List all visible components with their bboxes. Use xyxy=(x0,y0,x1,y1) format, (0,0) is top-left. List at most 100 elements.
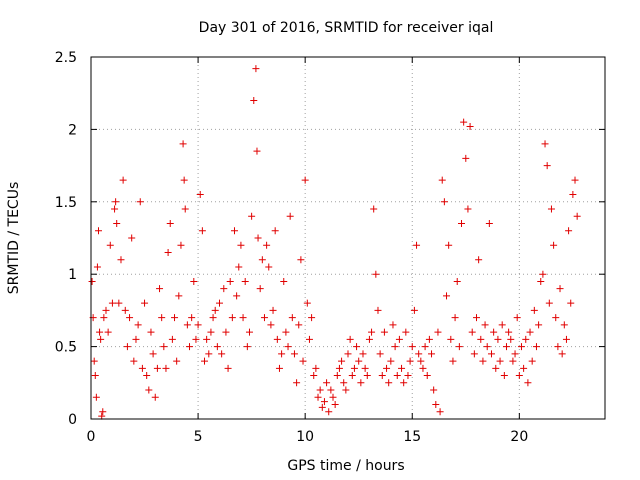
data-point xyxy=(320,398,328,406)
data-point xyxy=(346,335,354,343)
data-point xyxy=(299,357,307,365)
y-tick-label: 0.5 xyxy=(55,340,77,356)
data-point xyxy=(112,198,120,206)
data-point xyxy=(329,393,337,401)
data-point xyxy=(331,401,339,409)
data-point xyxy=(263,241,271,249)
data-point xyxy=(443,292,451,300)
plot-frame xyxy=(90,56,606,420)
data-point xyxy=(224,364,232,372)
data-point xyxy=(402,328,410,336)
x-tick-label: 0 xyxy=(87,429,96,445)
data-point xyxy=(558,350,566,358)
data-point xyxy=(481,321,489,329)
data-point xyxy=(314,393,322,401)
data-point xyxy=(460,118,468,126)
data-point xyxy=(213,343,221,351)
data-point xyxy=(230,227,238,235)
data-point xyxy=(500,372,508,380)
data-point xyxy=(374,306,382,314)
data-point xyxy=(438,176,446,184)
data-point xyxy=(532,343,540,351)
data-point xyxy=(260,314,268,322)
y-tick-label: 2 xyxy=(68,122,77,138)
data-point xyxy=(541,140,549,148)
data-point xyxy=(310,372,318,380)
data-point xyxy=(143,372,151,380)
data-point xyxy=(498,321,506,329)
data-point xyxy=(494,335,502,343)
data-point xyxy=(271,227,279,235)
data-point xyxy=(417,357,425,365)
data-point xyxy=(391,343,399,351)
data-point xyxy=(505,328,513,336)
data-point xyxy=(278,350,286,358)
data-point xyxy=(539,270,547,278)
data-point xyxy=(218,350,226,358)
data-point xyxy=(340,379,348,387)
data-point xyxy=(421,343,429,351)
y-tick-label: 1.5 xyxy=(55,195,77,211)
data-point xyxy=(243,343,251,351)
data-point xyxy=(355,357,363,365)
data-point xyxy=(267,321,275,329)
data-point xyxy=(158,314,166,322)
data-point xyxy=(186,343,194,351)
data-point xyxy=(166,220,174,228)
data-point xyxy=(556,285,564,293)
data-point xyxy=(286,212,294,220)
data-point xyxy=(464,205,472,213)
data-point xyxy=(194,321,202,329)
data-point xyxy=(90,357,98,365)
data-point xyxy=(91,372,99,380)
data-point xyxy=(316,386,324,394)
data-point xyxy=(468,328,476,336)
data-point xyxy=(123,343,131,351)
data-point xyxy=(239,314,247,322)
data-point xyxy=(295,321,303,329)
chart-title: Day 301 of 2016, SRMTID for receiver iqa… xyxy=(199,20,494,36)
data-point xyxy=(458,220,466,228)
data-point xyxy=(318,403,326,411)
data-point xyxy=(485,220,493,228)
data-point xyxy=(415,350,423,358)
data-point xyxy=(312,364,320,372)
data-point xyxy=(449,357,457,365)
data-point xyxy=(253,147,261,155)
x-tick-label: 5 xyxy=(194,429,203,445)
data-point xyxy=(490,328,498,336)
data-point xyxy=(207,328,215,336)
data-point xyxy=(188,314,196,322)
data-point xyxy=(543,162,551,170)
y-tick-label: 0 xyxy=(68,412,77,428)
data-point xyxy=(201,357,209,365)
data-point xyxy=(385,379,393,387)
data-point xyxy=(117,256,125,264)
data-point xyxy=(528,357,536,365)
data-point xyxy=(350,364,358,372)
data-point xyxy=(554,343,562,351)
data-point xyxy=(573,212,581,220)
data-point xyxy=(119,176,127,184)
data-point xyxy=(248,212,256,220)
axis-ticks: 0 0.5 1 1.5 2 2.5 0 5 10 15 20 xyxy=(55,50,605,445)
data-point xyxy=(560,321,568,329)
data-point xyxy=(410,306,418,314)
data-point xyxy=(301,176,309,184)
data-point xyxy=(470,350,478,358)
data-point xyxy=(250,96,258,104)
data-point xyxy=(565,227,573,235)
data-point xyxy=(303,299,311,307)
data-point xyxy=(130,357,138,365)
data-point xyxy=(509,357,517,365)
data-point xyxy=(335,364,343,372)
data-point xyxy=(552,314,560,322)
data-point xyxy=(425,335,433,343)
data-point xyxy=(177,241,185,249)
data-point xyxy=(423,372,431,380)
data-point xyxy=(293,379,301,387)
data-point xyxy=(342,386,350,394)
data-point xyxy=(475,256,483,264)
data-point xyxy=(138,364,146,372)
